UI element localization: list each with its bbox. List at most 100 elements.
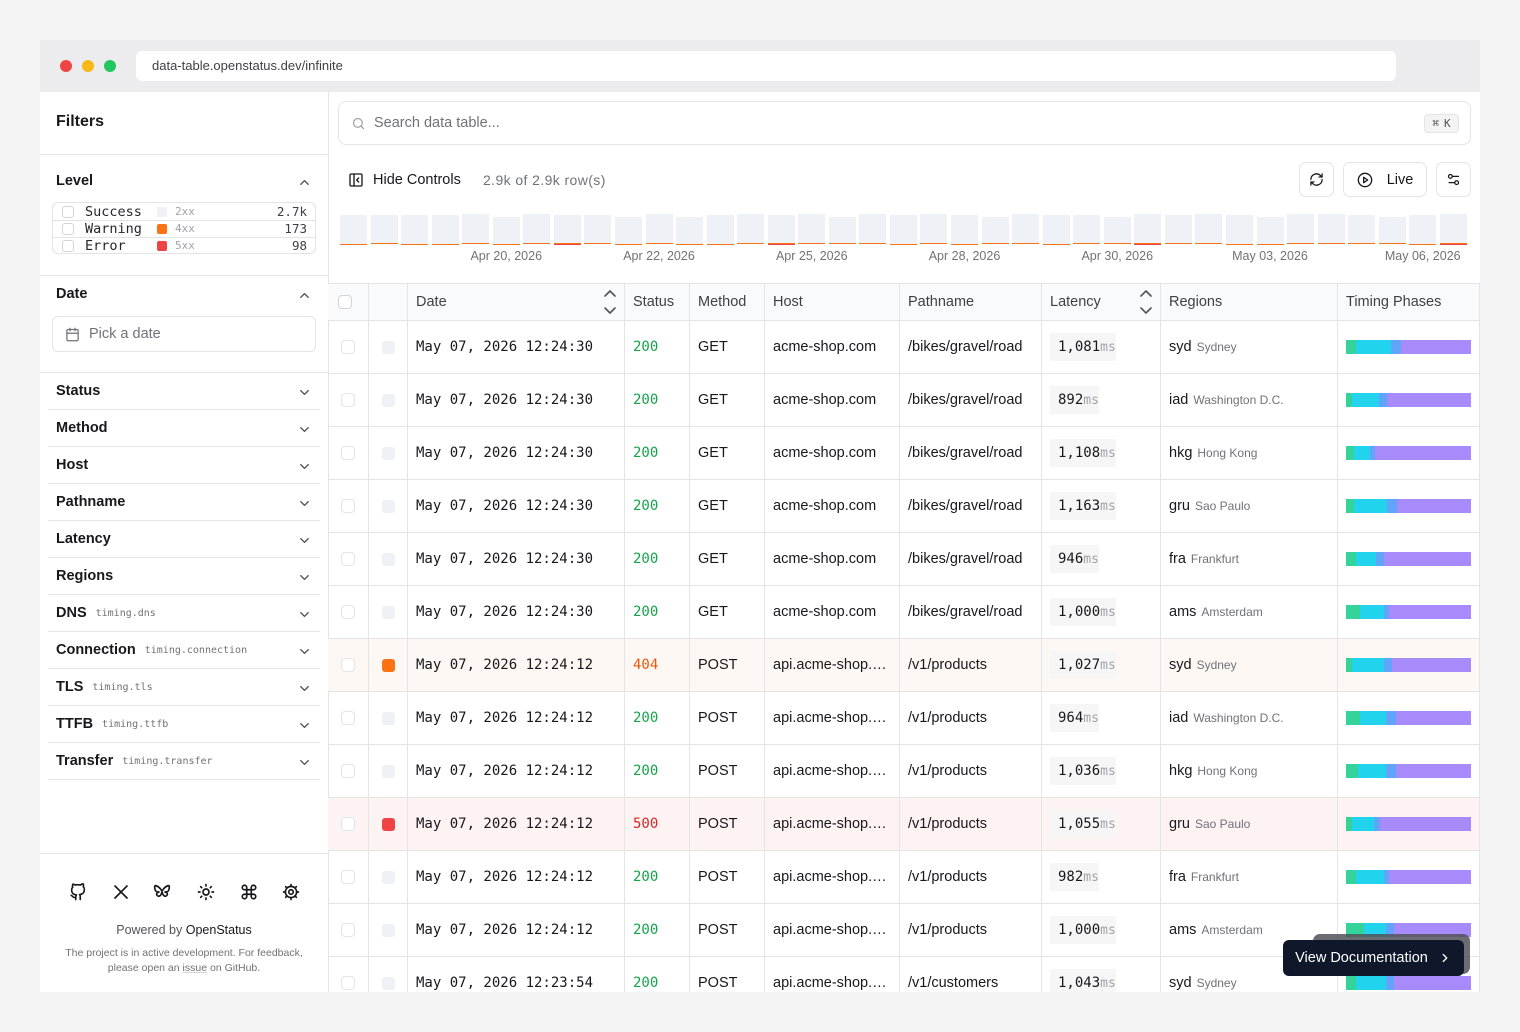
checkbox[interactable]: [341, 446, 355, 460]
expand-icon[interactable]: [297, 681, 312, 696]
timeline-bar: [1042, 215, 1070, 244]
github-link[interactable]: [69, 883, 87, 901]
column-header[interactable]: Pathname: [900, 283, 1042, 321]
timing-cell: [1338, 904, 1480, 957]
timing-bar: [1346, 605, 1471, 619]
checkbox[interactable]: [341, 605, 355, 619]
icon-shape: [299, 537, 309, 543]
search-box[interactable]: [338, 101, 1471, 145]
refresh-button[interactable]: [1299, 162, 1334, 197]
collapse-icon[interactable]: [297, 175, 312, 190]
date-value: May 07, 2026 12:24:30: [416, 392, 594, 408]
icon-shape: [299, 179, 309, 185]
path-cell: /bikes/gravel/road: [900, 427, 1042, 480]
checkbox[interactable]: [62, 240, 74, 252]
divider: [48, 668, 320, 669]
icon-shape: [65, 328, 79, 341]
theme-toggle[interactable]: [197, 883, 215, 901]
select-cell: [328, 798, 369, 851]
divider: [48, 779, 320, 780]
address-bar[interactable]: data-table.openstatus.dev/infinite: [136, 51, 1396, 81]
filter-item[interactable]: Latency: [56, 529, 111, 549]
filter-item[interactable]: Pathname: [56, 492, 125, 512]
x-link[interactable]: [112, 883, 130, 901]
column-header[interactable]: Date: [408, 283, 625, 321]
view-options-button[interactable]: [1436, 162, 1471, 197]
settings-link[interactable]: [282, 883, 300, 901]
checkbox[interactable]: [341, 552, 355, 566]
expand-icon[interactable]: [297, 570, 312, 585]
column-header[interactable]: Timing Phases: [1338, 283, 1480, 321]
level-code: 4xx: [175, 222, 195, 235]
filter-item[interactable]: TTFB timing.ttfb: [56, 714, 168, 734]
expand-icon[interactable]: [297, 385, 312, 400]
expand-icon[interactable]: [297, 644, 312, 659]
close-dot[interactable]: [60, 60, 72, 72]
timeline-bar: [492, 217, 520, 244]
issue-link[interactable]: issue: [182, 962, 208, 974]
view-documentation-button[interactable]: View Documentation: [1283, 940, 1464, 976]
filter-item[interactable]: Host: [56, 455, 88, 475]
filter-item[interactable]: TLS timing.tls: [56, 677, 153, 697]
level-cell: [369, 692, 408, 745]
filter-item[interactable]: Status: [56, 381, 100, 401]
checkbox[interactable]: [341, 923, 355, 937]
brand-link[interactable]: OpenStatus: [185, 923, 252, 937]
checkbox[interactable]: [341, 870, 355, 884]
latency-cell: 946ms: [1042, 533, 1161, 586]
column-title: Regions: [1169, 294, 1223, 310]
column-header[interactable]: Latency: [1042, 283, 1161, 321]
checkbox[interactable]: [341, 817, 355, 831]
filter-item[interactable]: Regions: [56, 566, 113, 586]
level-indicator: [381, 764, 395, 778]
checkbox[interactable]: [341, 340, 355, 354]
checkbox[interactable]: [341, 658, 355, 672]
expand-icon[interactable]: [297, 718, 312, 733]
checkbox[interactable]: [341, 976, 355, 990]
status-cell: 200: [625, 745, 690, 798]
date-picker[interactable]: [52, 316, 316, 352]
method-value: POST: [698, 869, 738, 885]
checkbox[interactable]: [341, 764, 355, 778]
column-title: Status: [633, 294, 675, 310]
column-header[interactable]: Regions: [1161, 283, 1338, 321]
expand-icon[interactable]: [297, 755, 312, 770]
method-value: POST: [698, 816, 738, 832]
checkbox[interactable]: [62, 223, 74, 235]
checkbox[interactable]: [62, 206, 74, 218]
checkbox[interactable]: [341, 499, 355, 513]
host-cell: api.acme-shop.com: [765, 745, 900, 798]
expand-icon[interactable]: [297, 459, 312, 474]
timeline-bar: [737, 214, 765, 243]
filter-item[interactable]: Transfer timing.transfer: [56, 751, 213, 771]
live-button[interactable]: Live: [1343, 162, 1427, 197]
method-value: GET: [698, 604, 728, 620]
expand-icon[interactable]: [297, 422, 312, 437]
timing-bar: [1346, 711, 1471, 725]
column-header[interactable]: Host: [765, 283, 900, 321]
timing-phase: [1346, 499, 1354, 513]
column-header[interactable]: Method: [690, 283, 765, 321]
filter-item[interactable]: Connection timing.connection: [56, 640, 247, 660]
method-value: GET: [698, 551, 728, 567]
expand-icon[interactable]: [297, 496, 312, 511]
filter-item[interactable]: Method: [56, 418, 108, 438]
column-header[interactable]: Status: [625, 283, 690, 321]
collapse-icon[interactable]: [297, 288, 312, 303]
timeline-label: Apr 30, 2026: [1081, 249, 1154, 263]
filter-label: TLS: [56, 679, 84, 695]
expand-icon[interactable]: [297, 607, 312, 622]
minimize-dot[interactable]: [82, 60, 94, 72]
bluesky-link[interactable]: [153, 883, 171, 901]
command-menu[interactable]: [240, 883, 258, 901]
region-code: ams: [1169, 922, 1197, 938]
checkbox[interactable]: [341, 393, 355, 407]
hide-controls-button[interactable]: Hide Controls: [348, 170, 461, 190]
expand-icon[interactable]: [297, 533, 312, 548]
checkbox[interactable]: [341, 711, 355, 725]
icon-shape: [299, 389, 309, 395]
checkbox[interactable]: [338, 295, 352, 309]
maximize-dot[interactable]: [104, 60, 116, 72]
filter-item[interactable]: DNS timing.dns: [56, 603, 156, 623]
